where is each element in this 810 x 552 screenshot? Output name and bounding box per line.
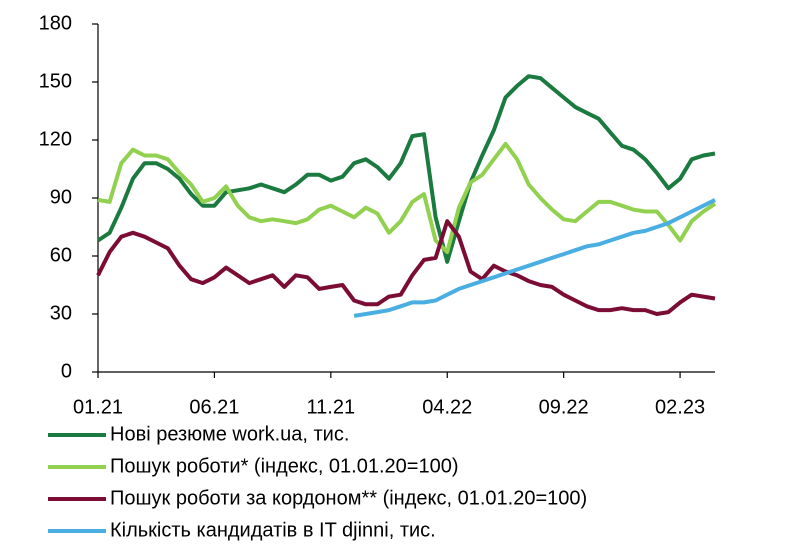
x-tick-label: 09.22 — [539, 396, 589, 418]
x-tick-label: 01.21 — [73, 396, 123, 418]
y-tick-label: 120 — [39, 128, 72, 150]
x-tick-label: 11.21 — [307, 396, 356, 418]
legend-label: Пошук роботи за кордоном** (індекс, 01.0… — [110, 487, 587, 509]
legend-label: Пошук роботи* (індекс, 01.01.20=100) — [110, 455, 459, 477]
legend-label: Нові резюме work.ua, тис. — [110, 423, 349, 445]
y-tick-label: 180 — [39, 12, 72, 34]
x-tick-label: 04.22 — [422, 396, 472, 418]
legend-label: Кількість кандидатів в IT djinni, тис. — [110, 519, 436, 541]
series-line — [353, 198, 716, 318]
x-tick-label: 06.21 — [189, 396, 239, 418]
series-line — [96, 74, 716, 264]
y-tick-label: 90 — [50, 186, 72, 208]
y-tick-label: 30 — [50, 302, 72, 324]
x-tick-label: 02.23 — [655, 396, 705, 418]
y-tick-label: 0 — [61, 360, 72, 382]
y-tick-label: 60 — [50, 244, 72, 266]
series-line — [97, 141, 717, 255]
y-tick-label: 150 — [39, 70, 72, 92]
series-line — [96, 219, 716, 316]
